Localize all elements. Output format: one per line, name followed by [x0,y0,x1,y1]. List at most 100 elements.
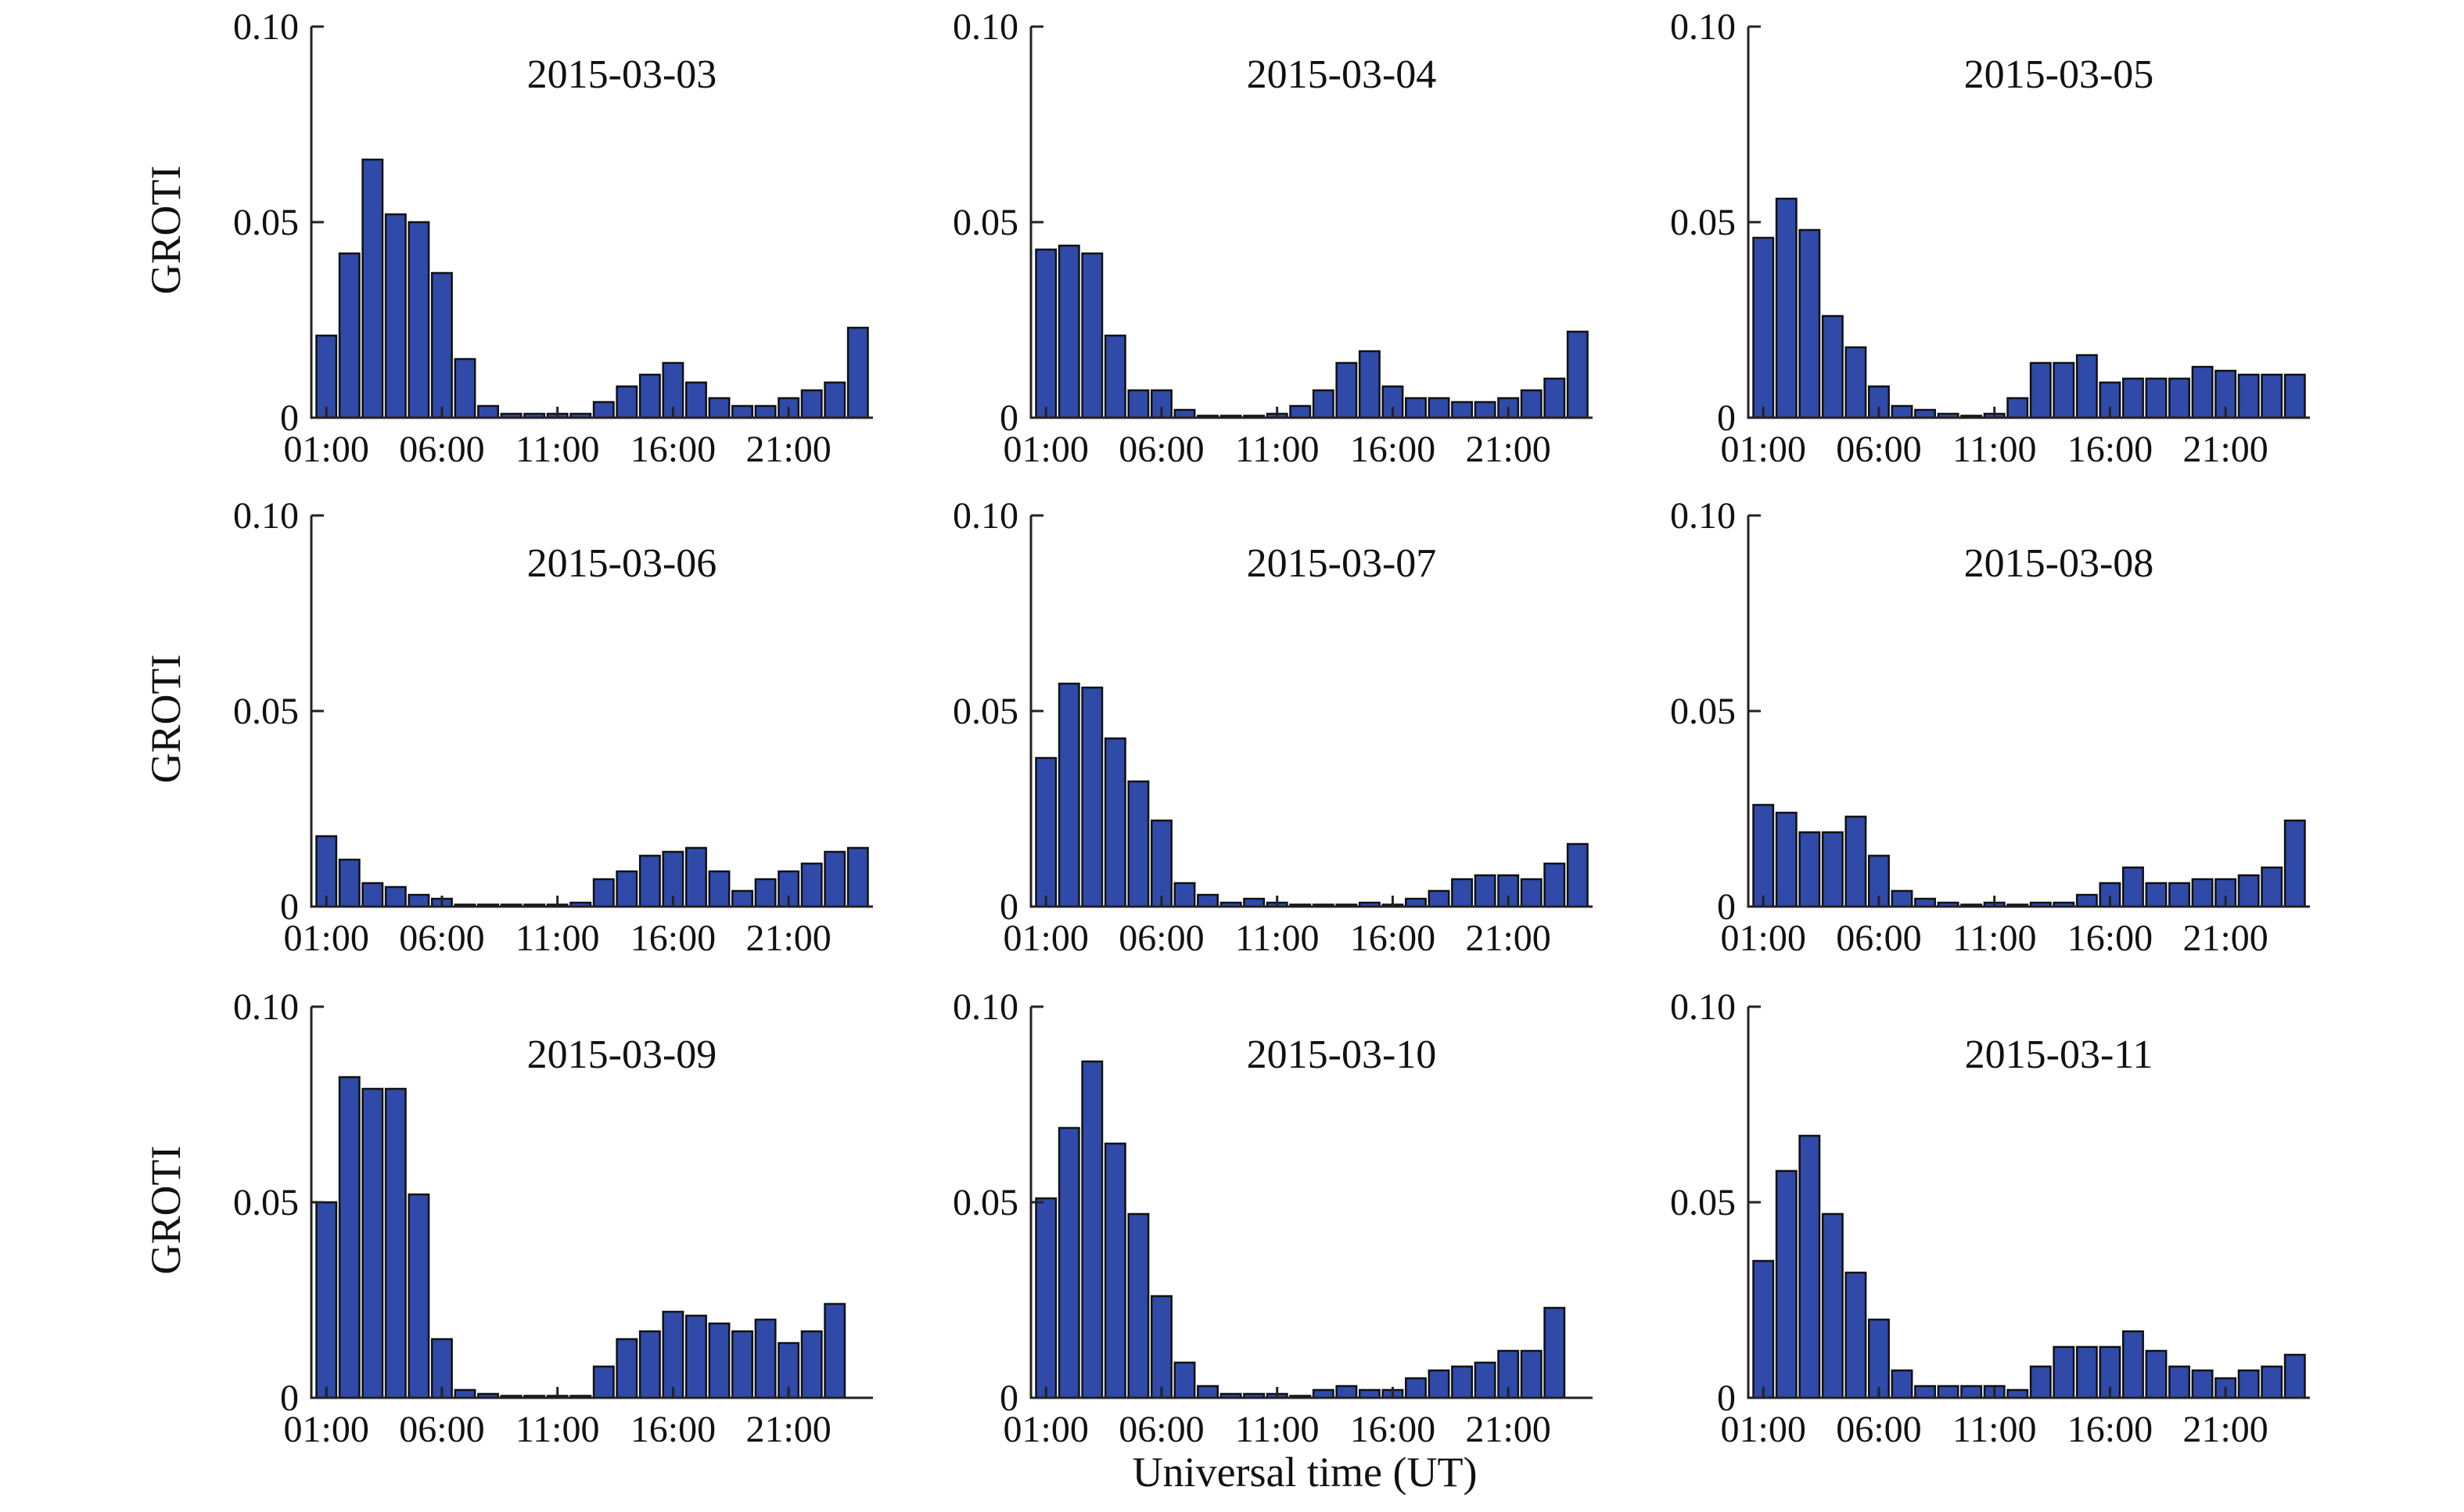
bar [1127,389,1150,419]
bar [1081,1060,1104,1399]
bar [361,158,384,419]
subplot-title: 2015-03-03 [527,52,717,97]
y-tick-label: 0.05 [1670,202,1736,243]
bar [1752,236,1775,419]
subplot-2015-03-08: 0 0.05 0.10 01:00 06:00 11:00 16:00 21:00 2015-0… [1670,495,2310,959]
bar [1474,1361,1496,1399]
bar [1173,882,1196,908]
bar [2075,1345,2098,1399]
bar [708,870,731,908]
x-tick-label: 06:00 [399,1409,484,1450]
bar [638,373,661,419]
x-tick-label: 06:00 [1836,429,1921,470]
bar [1335,361,1358,419]
x-tick-label: 16:00 [630,429,716,470]
bar [2053,361,2075,419]
bar [1035,1197,1058,1399]
subplot-2015-03-05: 0 0.05 0.10 01:00 06:00 11:00 16:00 21:00 2015-0… [1670,6,2310,470]
subplot-title: 2015-03-10 [1247,1033,1437,1077]
x-tick-label: 21:00 [745,918,831,959]
x-tick-label: 11:00 [1235,1409,1320,1450]
bar [846,846,869,908]
x-tick-label: 16:00 [1350,1409,1435,1450]
bar [1520,878,1543,908]
bar [638,854,661,908]
bar [384,213,407,419]
bar [685,381,707,419]
bar [1891,1369,1913,1399]
subplot-2015-03-06: 0 0.05 0.10 01:00 06:00 11:00 16:00 21:00 2015-0… [142,495,873,959]
y-tick-label: 0.05 [953,691,1018,732]
x-tick-label: 01:00 [1004,1409,1089,1450]
bar [662,1310,684,1399]
x-tick-label: 06:00 [1836,918,1921,959]
x-tick-label: 21:00 [745,429,831,470]
x-tick-label: 01:00 [284,918,369,959]
bar [800,862,823,908]
bar [361,882,384,908]
x-tick-label: 06:00 [1119,918,1204,959]
bar [1844,1271,1867,1399]
bar [846,326,869,419]
bar [2122,377,2144,419]
x-tick-label: 01:00 [1721,1409,1806,1450]
bar [1058,1126,1080,1399]
y-tick-label: 0.10 [233,495,299,537]
bar [754,404,777,419]
y-axis-label: GROTI [142,166,189,295]
bar [1104,737,1126,908]
y-tick-label: 0.10 [233,6,299,48]
y-tick-label: 0 [1717,886,1736,928]
bar [708,1322,731,1399]
x-tick-label: 16:00 [630,1409,716,1450]
bar [2168,882,2191,908]
bar [2283,819,2306,908]
x-tick-label: 06:00 [1119,429,1204,470]
bar [1428,1369,1450,1399]
y-tick-label: 0.05 [233,1182,299,1223]
bar [1543,862,1566,908]
x-tick-label: 01:00 [284,429,369,470]
x-tick-label: 01:00 [1004,429,1089,470]
bar [1891,404,1913,419]
subplot-title: 2015-03-05 [1964,52,2154,97]
x-tick-label: 21:00 [2182,429,2268,470]
bar [1867,1318,1890,1399]
x-tick-label: 16:00 [2067,1409,2153,1450]
bar [1821,831,1844,908]
y-tick-label: 0.05 [1670,691,1736,732]
y-tick-label: 0 [1717,1377,1736,1419]
bar [384,1087,407,1399]
y-tick-label: 0.10 [953,6,1018,48]
y-tick-label: 0.05 [953,1182,1018,1223]
bar [616,1338,638,1399]
x-tick-label: 06:00 [1836,1409,1921,1450]
y-tick-label: 0.10 [1670,6,1736,48]
bar [731,404,754,419]
y-tick-label: 0 [280,886,299,928]
bar [1197,1385,1219,1399]
bar [824,850,846,908]
bar [408,1193,430,1399]
x-tick-label: 01:00 [1721,918,1806,959]
bar [338,858,361,908]
bar [754,1318,777,1399]
subplot-title: 2015-03-06 [527,541,717,586]
bar [1428,397,1450,419]
bar [1428,889,1450,908]
bar [2145,882,2168,908]
bar [1821,314,1844,419]
bar [2168,1365,2191,1399]
bar [1543,1306,1566,1399]
bar [685,1314,707,1399]
bar [1960,1385,1983,1399]
bar [1752,1259,1775,1399]
bar [731,889,754,908]
y-tick-label: 0.10 [953,495,1018,537]
bar [592,1365,615,1399]
bar [616,870,638,908]
bar [2006,397,2029,419]
bar [1081,686,1104,908]
bar [1451,1365,1474,1399]
x-tick-label: 11:00 [515,918,600,959]
